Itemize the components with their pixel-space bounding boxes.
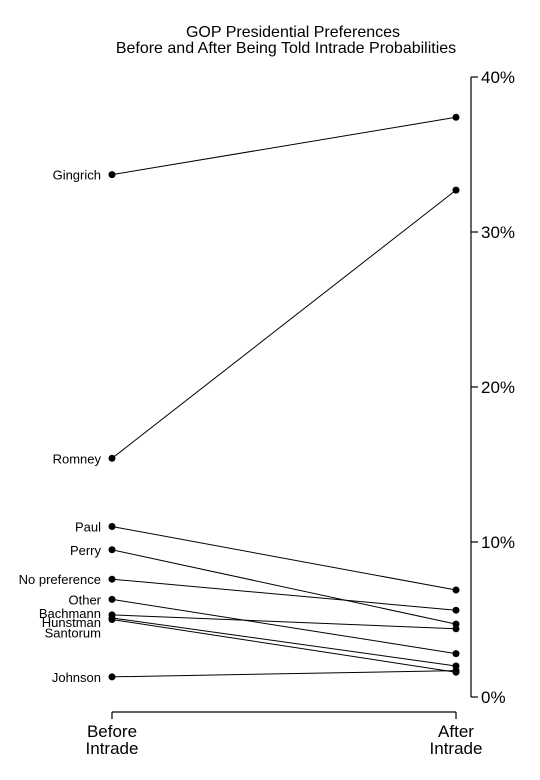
- chart-title: GOP Presidential Preferences: [186, 24, 400, 41]
- series-label: Gingrich: [53, 168, 101, 183]
- data-point: [452, 625, 460, 633]
- data-point: [452, 586, 460, 594]
- x-category-label: Before: [87, 722, 137, 741]
- x-category-label: Intrade: [430, 739, 483, 758]
- chart-subtitle: Before and After Being Told Intrade Prob…: [116, 40, 456, 57]
- data-point: [108, 171, 116, 179]
- series-label: Santorum: [45, 626, 101, 641]
- series-label: Hunstman: [42, 615, 101, 630]
- data-point: [452, 650, 460, 658]
- series-line: [111, 598, 457, 655]
- series-line: [111, 617, 457, 667]
- x-category-label: After: [438, 722, 474, 741]
- series-line: [111, 619, 457, 673]
- series-line: [111, 116, 457, 176]
- data-point: [108, 616, 116, 623]
- series-line: [111, 549, 457, 625]
- data-point: [108, 454, 116, 462]
- series-label: Johnson: [52, 670, 101, 685]
- data-point: [452, 606, 460, 614]
- data-point: [108, 575, 116, 583]
- series-line: [111, 670, 457, 678]
- y-tick-label: 0%: [481, 688, 506, 707]
- series-line: [111, 614, 457, 630]
- series-label: Paul: [75, 520, 101, 535]
- data-point: [452, 186, 460, 194]
- data-point: [108, 595, 116, 603]
- plot-area: 0%10%20%30%40%BeforeIntradeAfterIntradeG…: [19, 68, 515, 758]
- y-tick-label: 30%: [481, 223, 515, 242]
- data-point: [452, 113, 460, 121]
- series-label: No preference: [19, 572, 101, 587]
- data-point: [108, 546, 116, 554]
- y-tick-label: 40%: [481, 68, 515, 87]
- series-label: Bachmann: [39, 606, 101, 621]
- data-point: [452, 667, 460, 675]
- series-line: [111, 526, 457, 591]
- data-point: [108, 523, 116, 530]
- y-tick-label: 10%: [481, 533, 515, 552]
- series-line: [111, 578, 457, 611]
- series-line: [111, 189, 457, 459]
- data-point: [108, 673, 116, 681]
- series-label: Other: [68, 592, 101, 607]
- x-category-label: Intrade: [86, 739, 139, 758]
- series-label: Perry: [70, 543, 102, 558]
- series-label: Romney: [53, 451, 102, 466]
- y-tick-label: 20%: [481, 378, 515, 397]
